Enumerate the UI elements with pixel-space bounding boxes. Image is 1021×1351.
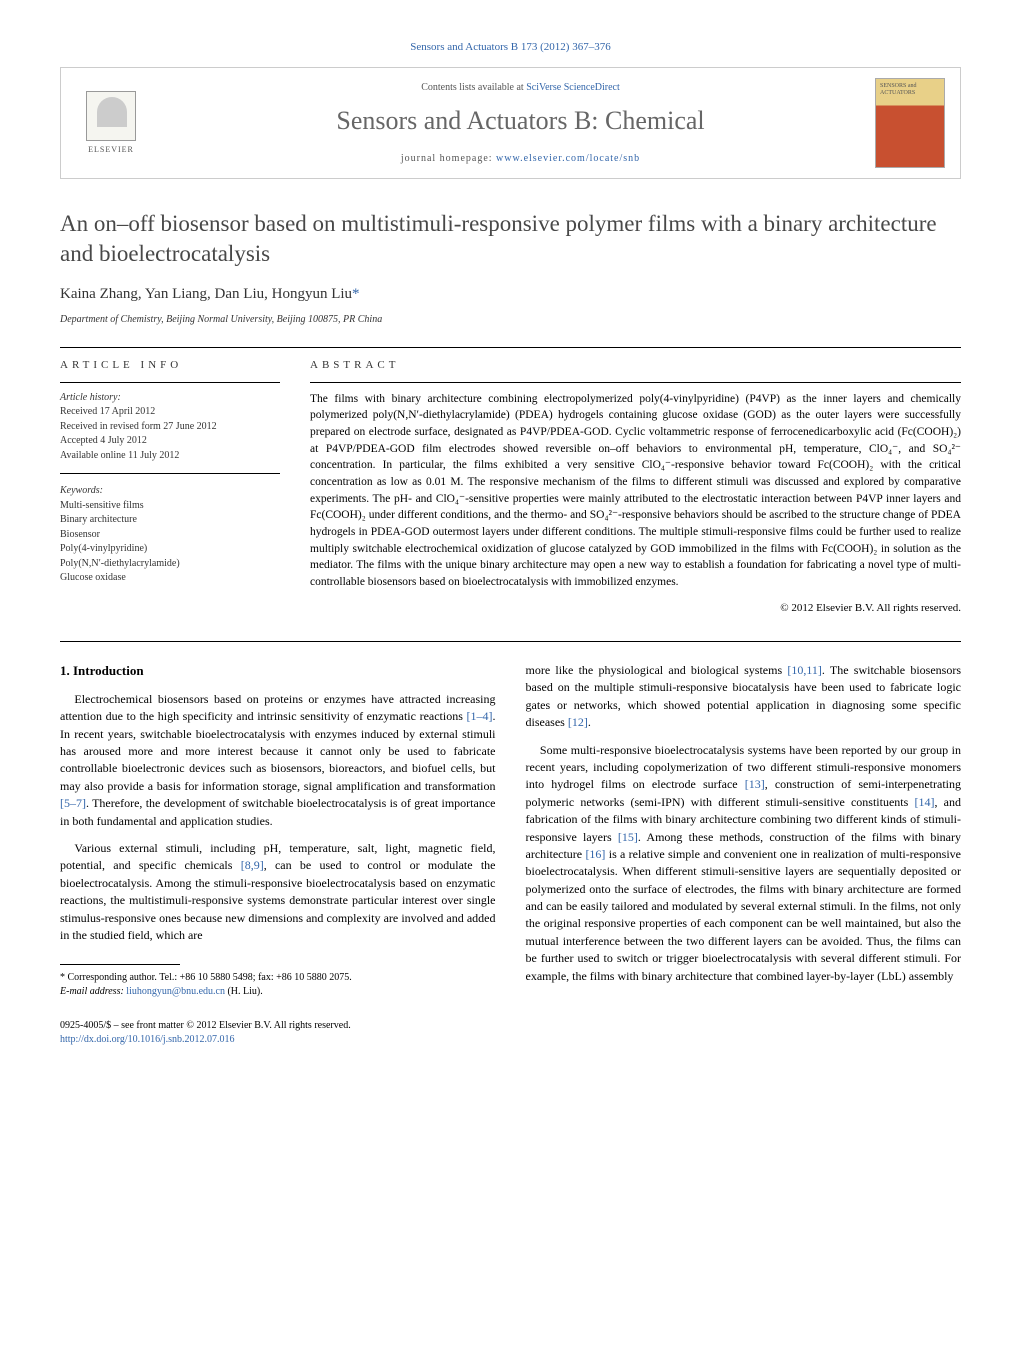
article-info-heading: article info — [60, 358, 280, 373]
email-suffix: (H. Liu). — [225, 986, 263, 997]
history-label: Article history: — [60, 392, 121, 403]
article-info-block: Article history: Received 17 April 2012 … — [60, 382, 280, 586]
divider — [60, 347, 961, 348]
affiliation: Department of Chemistry, Beijing Normal … — [60, 313, 961, 327]
info-abstract-row: article info Article history: Received 1… — [60, 358, 961, 616]
issn-line: 0925-4005/$ – see front matter © 2012 El… — [60, 1019, 496, 1033]
divider — [60, 641, 961, 642]
body-column-right: more like the physiological and biologic… — [526, 662, 962, 1047]
publisher-name: ELSEVIER — [88, 144, 134, 155]
footnote-separator — [60, 964, 180, 965]
article-history: Article history: Received 17 April 2012 … — [60, 391, 280, 464]
ref-link[interactable]: [12] — [568, 715, 588, 729]
ref-link[interactable]: [14] — [915, 795, 935, 809]
homepage-line: journal homepage: www.elsevier.com/locat… — [166, 152, 875, 166]
body-para: Electrochemical biosensors based on prot… — [60, 691, 496, 830]
history-line-0: Received 17 April 2012 — [60, 406, 155, 417]
publisher-logo: ELSEVIER — [76, 83, 146, 163]
history-line-2: Accepted 4 July 2012 — [60, 435, 147, 446]
history-line-3: Available online 11 July 2012 — [60, 450, 179, 461]
body-columns: 1. Introduction Electrochemical biosenso… — [60, 662, 961, 1047]
abstract-column: abstract The films with binary architect… — [310, 358, 961, 616]
elsevier-tree-icon — [86, 91, 136, 141]
journal-name: Sensors and Actuators B: Chemical — [166, 103, 875, 139]
corr-author-line: * Corresponding author. Tel.: +86 10 588… — [60, 971, 496, 985]
keyword-3: Poly(4-vinylpyridine) — [60, 543, 147, 554]
article-info-column: article info Article history: Received 1… — [60, 358, 280, 616]
keyword-0: Multi-sensitive films — [60, 500, 144, 511]
ref-link[interactable]: [10,11] — [787, 663, 822, 677]
body-para: Some multi-responsive bioelectrocatalysi… — [526, 742, 962, 985]
citation-header: Sensors and Actuators B 173 (2012) 367–3… — [60, 40, 961, 55]
journal-banner: ELSEVIER Contents lists available at Sci… — [60, 67, 961, 179]
corresponding-author-footnote: * Corresponding author. Tel.: +86 10 588… — [60, 971, 496, 999]
corresponding-marker: * — [352, 286, 360, 302]
keyword-4: Poly(N,N′-diethylacrylamide) — [60, 558, 180, 569]
body-para: Various external stimuli, including pH, … — [60, 840, 496, 944]
history-line-1: Received in revised form 27 June 2012 — [60, 421, 217, 432]
abstract-text: The films with binary architecture combi… — [310, 382, 961, 591]
keywords-label: Keywords: — [60, 485, 103, 496]
contents-available-line: Contents lists available at SciVerse Sci… — [166, 81, 875, 95]
email-label: E-mail address: — [60, 986, 126, 997]
body-column-left: 1. Introduction Electrochemical biosenso… — [60, 662, 496, 1047]
keyword-1: Binary architecture — [60, 514, 137, 525]
ref-link[interactable]: [13] — [745, 777, 765, 791]
sciencedirect-link[interactable]: SciVerse ScienceDirect — [526, 82, 620, 93]
abstract-heading: abstract — [310, 358, 961, 373]
authors-names: Kaina Zhang, Yan Liang, Dan Liu, Hongyun… — [60, 286, 352, 302]
email-link[interactable]: liuhongyun@bnu.edu.cn — [126, 986, 225, 997]
section-heading-intro: 1. Introduction — [60, 662, 496, 681]
keyword-5: Glucose oxidase — [60, 572, 126, 583]
ref-link[interactable]: [8,9] — [241, 858, 264, 872]
bottom-meta: 0925-4005/$ – see front matter © 2012 El… — [60, 1019, 496, 1047]
authors-line: Kaina Zhang, Yan Liang, Dan Liu, Hongyun… — [60, 284, 961, 305]
keyword-2: Biosensor — [60, 529, 100, 540]
homepage-link[interactable]: www.elsevier.com/locate/snb — [496, 153, 640, 164]
ref-link[interactable]: [15] — [618, 830, 638, 844]
banner-center: Contents lists available at SciVerse Sci… — [166, 81, 875, 165]
ref-link[interactable]: [5–7] — [60, 796, 86, 810]
ref-link[interactable]: [1–4] — [467, 709, 493, 723]
abstract-copyright: © 2012 Elsevier B.V. All rights reserved… — [310, 601, 961, 616]
keywords-block: Keywords: Multi-sensitive films Binary a… — [60, 484, 280, 586]
body-para: more like the physiological and biologic… — [526, 662, 962, 732]
contents-prefix: Contents lists available at — [421, 82, 526, 93]
doi-link[interactable]: http://dx.doi.org/10.1016/j.snb.2012.07.… — [60, 1034, 235, 1045]
divider — [60, 473, 280, 474]
cover-label: SENSORS and ACTUATORS — [880, 83, 944, 96]
email-line: E-mail address: liuhongyun@bnu.edu.cn (H… — [60, 985, 496, 999]
journal-cover-thumbnail: SENSORS and ACTUATORS — [875, 78, 945, 168]
article-title: An on–off biosensor based on multistimul… — [60, 209, 961, 269]
homepage-prefix: journal homepage: — [401, 153, 496, 164]
ref-link[interactable]: [16] — [585, 847, 605, 861]
